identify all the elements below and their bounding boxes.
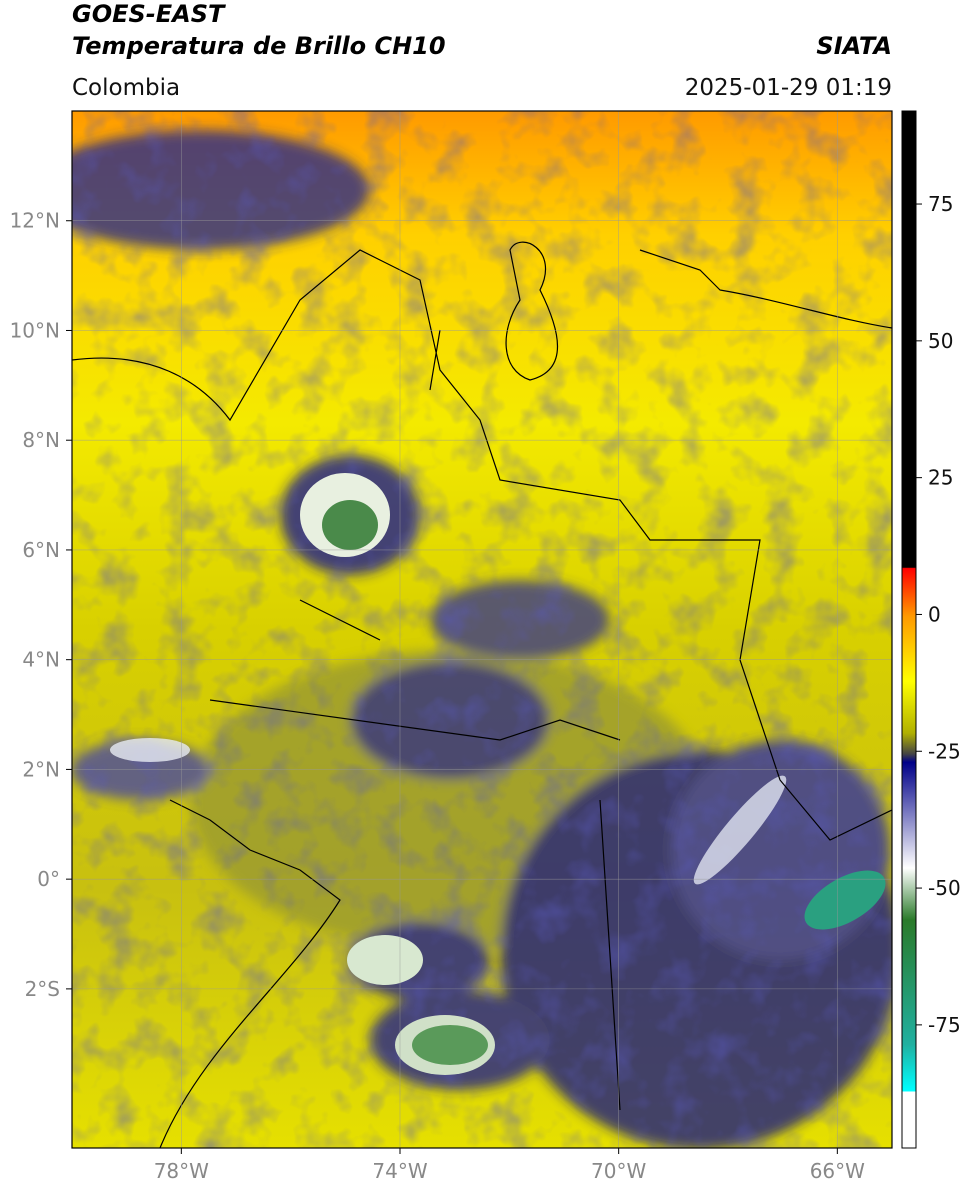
colorbar-tick-label: -50 bbox=[928, 876, 961, 900]
source: SIATA bbox=[816, 32, 892, 60]
y-tick-label: 4°N bbox=[22, 648, 60, 672]
y-tick-label: 12°N bbox=[10, 209, 60, 233]
y-tick-label: 6°N bbox=[22, 538, 60, 562]
colorbar-tick-label: -75 bbox=[928, 1013, 961, 1037]
x-tick-label: 78°W bbox=[154, 1159, 209, 1183]
colorbar-tick-label: 75 bbox=[928, 192, 953, 216]
colorbar-tick-label: 25 bbox=[928, 466, 953, 490]
y-tick-label: 0° bbox=[37, 867, 60, 891]
x-tick-label: 74°W bbox=[372, 1159, 427, 1183]
y-tick-label: 2°N bbox=[22, 757, 60, 781]
colorbar-tick-label: -25 bbox=[928, 739, 961, 763]
datetime: 2025-01-29 01:19 bbox=[685, 75, 892, 101]
y-tick-label: 2°S bbox=[25, 977, 60, 1001]
region: Colombia bbox=[72, 75, 180, 101]
subtitle: Temperatura de Brillo CH10 bbox=[72, 32, 446, 60]
colorbar-tick-label: 0 bbox=[928, 602, 941, 626]
satellite-image bbox=[72, 111, 892, 1148]
y-tick-label: 10°N bbox=[10, 318, 60, 342]
title: GOES-EAST bbox=[72, 0, 226, 28]
map-frame bbox=[71, 110, 893, 1149]
y-tick-label: 8°N bbox=[22, 428, 60, 452]
colorbar-tick-label: 50 bbox=[928, 329, 953, 353]
x-tick-label: 70°W bbox=[591, 1159, 646, 1183]
colorbar bbox=[901, 110, 917, 1149]
x-tick-label: 66°W bbox=[810, 1159, 865, 1183]
